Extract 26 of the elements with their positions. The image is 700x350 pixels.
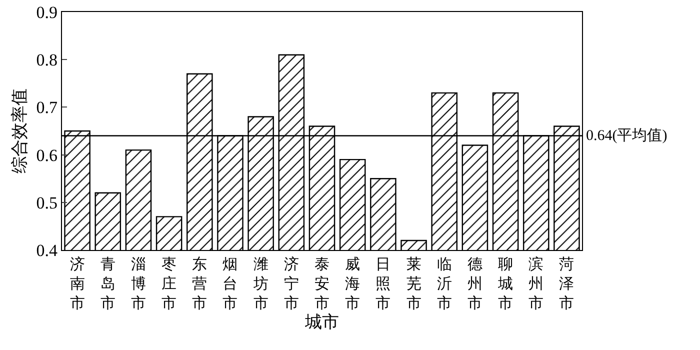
x-tick-label: 枣庄市 bbox=[162, 256, 177, 312]
x-tick-label: 德州市 bbox=[467, 257, 482, 312]
x-tick-label: 淄博市 bbox=[130, 256, 146, 312]
x-tick-label: 菏泽市 bbox=[559, 256, 574, 312]
y-tick-label: 0.4 bbox=[36, 240, 58, 260]
x-tick-label: 滨州市 bbox=[528, 256, 544, 312]
x-tick-label: 日照市 bbox=[376, 257, 391, 312]
x-tick-label: 泰安市 bbox=[314, 257, 330, 312]
x-tick-label: 济宁市 bbox=[284, 256, 299, 312]
y-tick-label: 0.9 bbox=[36, 2, 58, 22]
y-tick-label: 0.8 bbox=[36, 50, 58, 70]
x-tick-label: 青岛市 bbox=[100, 256, 116, 312]
y-tick-label: 0.5 bbox=[36, 193, 58, 212]
x-tick-label: 济南市 bbox=[70, 256, 85, 312]
ref-line-label: 0.64(平均值) bbox=[586, 127, 668, 144]
x-tick-label: 聊城市 bbox=[497, 256, 514, 312]
x-tick-label: 威海市 bbox=[345, 256, 360, 312]
y-axis-title: 综合效率值 bbox=[10, 88, 29, 174]
x-tick-label: 莱芜市 bbox=[406, 256, 422, 312]
x-tick-label: 临沂市 bbox=[436, 256, 452, 312]
y-tick-label: 0.7 bbox=[36, 98, 58, 118]
x-tick-label: 潍坊市 bbox=[252, 256, 268, 312]
x-tick-label: 烟台市 bbox=[222, 256, 238, 312]
y-tick-label: 0.6 bbox=[36, 146, 58, 165]
x-tick-label: 东营市 bbox=[192, 256, 208, 312]
x-axis-title: 城市 bbox=[304, 312, 339, 332]
